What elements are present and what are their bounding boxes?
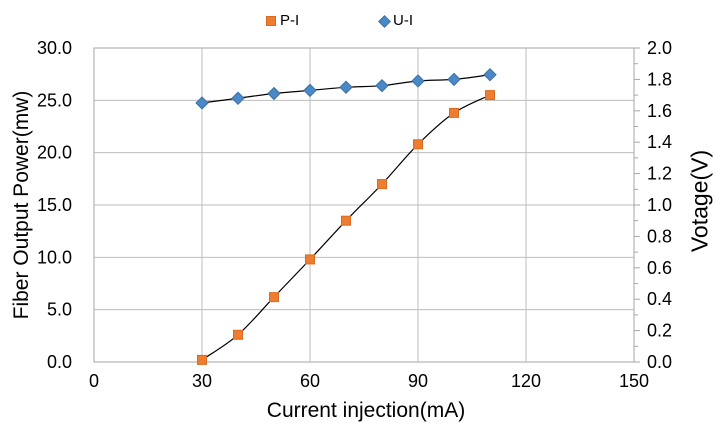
- y-left-tick-label: 25.0: [37, 90, 72, 110]
- data-point-square: [377, 179, 387, 190]
- data-point-square: [485, 90, 495, 101]
- y-right-tick-label: 1.6: [647, 101, 672, 121]
- data-point-diamond: [447, 72, 461, 87]
- x-tick-label: 60: [300, 371, 320, 391]
- y-left-tick-label: 20.0: [37, 143, 72, 163]
- x-tick-label: 0: [89, 371, 99, 391]
- y-right-tick-label: 1.4: [647, 132, 672, 152]
- data-point-diamond: [231, 91, 245, 105]
- series-line-P-I: [201, 94, 491, 361]
- y-left-tick-label: 15.0: [37, 195, 72, 215]
- y-right-tick-label: 2.0: [647, 38, 672, 58]
- data-point-diamond: [303, 83, 317, 98]
- left-axis-title: Fiber Output Power(mw): [10, 90, 33, 320]
- y-right-tick-label: 0.6: [647, 258, 672, 278]
- data-point-square: [233, 329, 243, 340]
- x-tick-label: 30: [192, 371, 212, 391]
- data-point-diamond: [267, 86, 281, 101]
- square-marker-icon: [266, 16, 276, 26]
- data-point-diamond: [339, 80, 353, 94]
- data-point-square: [269, 292, 279, 303]
- y-right-tick-label: 0.0: [647, 352, 672, 372]
- data-point-diamond: [483, 67, 497, 82]
- y-left-tick-label: 30.0: [37, 38, 72, 58]
- data-point-diamond: [411, 74, 425, 88]
- y-left-tick-label: 10.0: [37, 247, 72, 267]
- data-point-square: [449, 107, 459, 118]
- right-axis-title: Votage(V): [686, 149, 713, 253]
- y-left-tick-label: 5.0: [47, 300, 72, 320]
- data-point-square: [305, 254, 315, 265]
- y-left-tick-label: 0.0: [47, 352, 72, 372]
- diamond-marker-icon: [378, 14, 391, 28]
- legend-label-ui: U-I: [393, 12, 413, 29]
- x-tick-label: 150: [619, 371, 649, 391]
- y-right-tick-label: 1.8: [647, 69, 672, 89]
- x-axis-title: Current injection(mA): [266, 399, 466, 422]
- x-tick-label: 120: [511, 371, 541, 391]
- y-right-tick-label: 1.0: [647, 195, 672, 215]
- y-right-tick-label: 0.2: [647, 321, 672, 341]
- legend-label-pi: P-I: [280, 12, 300, 29]
- y-right-tick-label: 0.4: [647, 289, 672, 309]
- y-right-tick-label: 1.2: [647, 164, 672, 184]
- legend-item-ui: U-I: [378, 11, 413, 31]
- data-point-diamond: [375, 78, 389, 93]
- legend-item-pi: P-I: [266, 11, 299, 31]
- data-point-square: [413, 139, 423, 150]
- data-point-square: [197, 354, 207, 365]
- x-tick-label: 90: [408, 371, 428, 391]
- y-right-tick-label: 0.8: [647, 226, 672, 246]
- data-point-square: [341, 215, 351, 226]
- data-point-diamond: [195, 96, 209, 110]
